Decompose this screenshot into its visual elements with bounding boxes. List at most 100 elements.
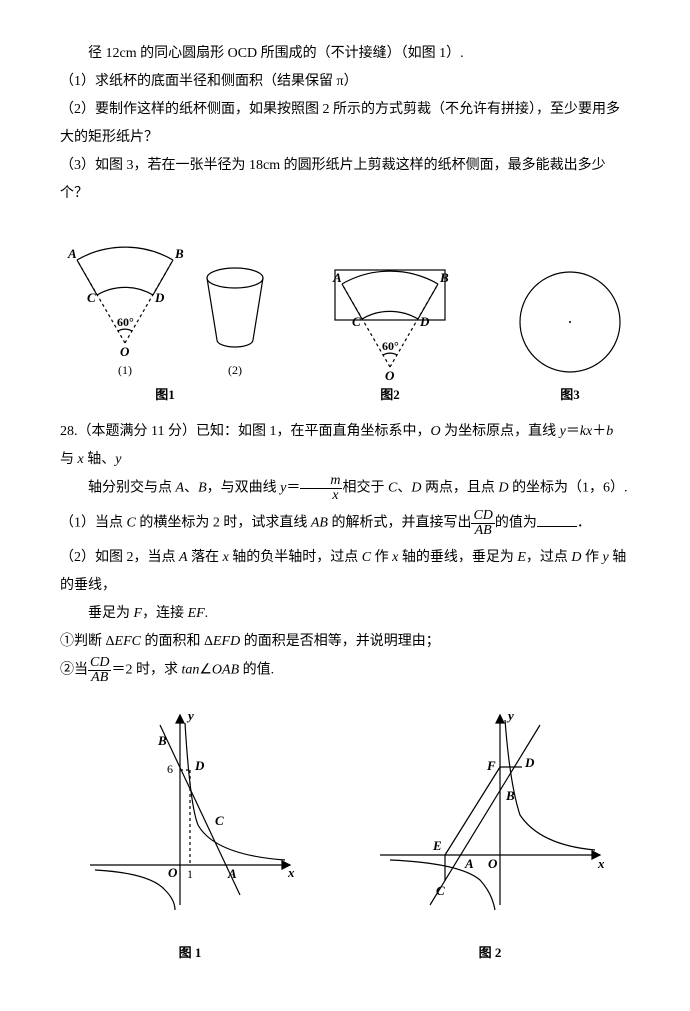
v: A	[176, 481, 185, 496]
v: b	[606, 424, 613, 439]
p27-fig2-svg: A B C D 60° O	[320, 242, 460, 382]
p27-q1: （1）求纸杯的底面半径和侧面积（结果保留 π）	[60, 68, 630, 96]
v: x	[300, 489, 342, 503]
v: A	[179, 550, 188, 565]
p28-q2-line1: （2）如图 2，当点 A 落在 x 轴的负半轴时，过点 C 作 x 轴的垂线，垂…	[60, 544, 630, 600]
t: 作	[582, 550, 603, 565]
v: y	[115, 452, 121, 467]
t: 轴的负半轴时，过点	[229, 550, 362, 565]
fig1-sub1: (1)	[60, 358, 190, 382]
v: F	[134, 606, 143, 621]
p27-fig3-svg	[510, 262, 630, 382]
p27-q1-text: （1）求纸杯的底面半径和侧面积（结果保留 π）	[60, 74, 358, 89]
v: AB	[471, 524, 494, 538]
label-O: O	[120, 344, 130, 358]
f2-y: y	[506, 708, 514, 723]
t: ②当	[60, 663, 88, 678]
p27-line0: 径 12cm 的同心圆扇形 OCD 所围成的（不计接缝）（如图 1）.	[60, 40, 630, 68]
v: OAB	[212, 663, 239, 678]
p28-q1: （1）当点 C 的横坐标为 2 时，试求直线 AB 的解析式，并直接写出CDAB…	[60, 509, 630, 538]
t: 为坐标原点，直线	[441, 424, 560, 439]
p28-fig2: O x y D F B E A C 图 2	[370, 705, 610, 966]
t: 轴分别交与点	[88, 481, 176, 496]
v: CD	[471, 509, 494, 524]
p28-fig2-caption: 图 2	[370, 940, 610, 966]
p28-fig1-caption: 图 1	[80, 940, 300, 966]
v: EF	[188, 606, 205, 621]
label-B: B	[174, 246, 184, 261]
f1-x: x	[287, 865, 295, 880]
fig1-sub2: (2)	[200, 358, 270, 382]
p28-fig1-svg: O x y B D C A 6 1	[80, 705, 300, 925]
blank	[537, 512, 577, 527]
t: ＝2 时，求	[111, 663, 181, 678]
f2-B: B	[505, 788, 515, 803]
v: ∠	[199, 663, 212, 678]
f2-D: D	[419, 314, 430, 329]
f2-E: E	[432, 838, 442, 853]
t: 的面积和 Δ	[141, 634, 213, 649]
p28-header1: 28.（本题满分 11 分）已知：如图 1，在平面直角坐标系中，O 为坐标原点，…	[60, 418, 630, 474]
p28-header2: 轴分别交与点 A、B，与双曲线 y＝mx相交于 C、D 两点，且点 D 的坐标为…	[60, 474, 630, 503]
f1-D: D	[194, 758, 205, 773]
v: EFD	[213, 634, 240, 649]
t: 垂足为	[88, 606, 134, 621]
f2-F: F	[486, 758, 496, 773]
t: 的面积是否相等，并说明理由；	[240, 634, 440, 649]
f1-y: y	[186, 708, 194, 723]
f2-O: O	[488, 856, 498, 871]
p27-fig3-group: 图3	[510, 262, 630, 408]
p27-fig1-group: A B C D 60° O (1) (2) 图1	[60, 218, 270, 408]
t: 的横坐标为 2 时，试求直线	[136, 516, 311, 531]
v: AB	[311, 516, 328, 531]
t: .	[205, 606, 209, 621]
t: 轴的垂线，垂足为	[398, 550, 517, 565]
p28-sub1: ①判断 ΔEFC 的面积和 ΔEFD 的面积是否相等，并说明理由；	[60, 628, 630, 656]
t: 与	[60, 452, 78, 467]
f2-x: x	[597, 856, 605, 871]
label-C: C	[87, 290, 96, 305]
v: D	[498, 481, 508, 496]
f1-6: 6	[167, 762, 173, 776]
p28-fig2-svg: O x y D F B E A C	[370, 705, 610, 925]
f1-C: C	[215, 813, 224, 828]
f2-angle: 60°	[382, 339, 399, 353]
t: 的解析式，并直接写出	[328, 516, 472, 531]
p27-q2-text: （2）要制作这样的纸杯侧面，如果按照图 2 所示的方式剪裁（不允许有拼接），至少…	[60, 102, 620, 145]
p28-sub2: ②当CDAB＝2 时，求 tan∠OAB 的值.	[60, 656, 630, 685]
v: C	[362, 550, 371, 565]
t: 的坐标为（1，6）.	[509, 481, 628, 496]
t: （1）当点	[60, 516, 127, 531]
v: y	[280, 481, 286, 496]
p27-line0-text: 径 12cm 的同心圆扇形 OCD 所围成的（不计接缝）（如图 1）.	[88, 46, 464, 61]
t: 落在	[188, 550, 223, 565]
p27-fig1-caption: 图1	[60, 382, 270, 408]
f2-C: C	[352, 314, 361, 329]
v: tan	[181, 663, 199, 678]
v: CD	[88, 656, 111, 671]
v: m	[300, 474, 342, 489]
p27-fig3-caption: 图3	[510, 382, 630, 408]
f2-C: C	[436, 883, 445, 898]
f2-A: A	[332, 270, 342, 285]
p28-q2-line2: 垂足为 F，连接 EF.	[60, 600, 630, 628]
p28-figure-row: O x y B D C A 6 1 图 1	[60, 705, 630, 966]
f1-1: 1	[187, 867, 193, 881]
v: B	[198, 481, 207, 496]
v: EFC	[115, 634, 141, 649]
p27-fig1-sector: A B C D 60° O	[60, 218, 190, 358]
t: 相交于	[342, 481, 388, 496]
label-A: A	[67, 246, 77, 261]
p27-q3-text: （3）如图 3，若在一张半径为 18cm 的圆形纸片上剪裁这样的纸杯侧面，最多能…	[60, 158, 606, 201]
p27-fig1-cup	[200, 258, 270, 358]
t: ①判断 Δ	[60, 634, 115, 649]
t: ，与双曲线	[207, 481, 281, 496]
f2-A: A	[464, 856, 474, 871]
f1-B: B	[157, 733, 167, 748]
v: C	[127, 516, 136, 531]
t: ．	[577, 516, 591, 531]
f2-D: D	[524, 755, 535, 770]
label-D: D	[154, 290, 165, 305]
t: ，过点	[526, 550, 572, 565]
f2-B: B	[439, 270, 449, 285]
